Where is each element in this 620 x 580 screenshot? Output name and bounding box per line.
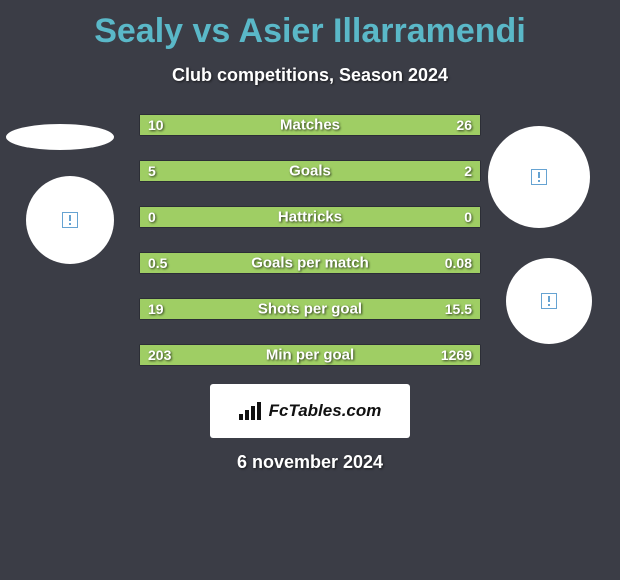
stat-label: Min per goal xyxy=(266,347,354,364)
placeholder-icon xyxy=(541,293,557,309)
stat-label: Hattricks xyxy=(278,209,342,226)
stat-val-right: 1269 xyxy=(441,347,472,363)
bars-icon xyxy=(239,402,263,420)
footer-date: 6 november 2024 xyxy=(0,452,620,473)
placeholder-icon xyxy=(62,212,78,228)
stat-bar-left xyxy=(140,161,371,181)
stat-val-right: 26 xyxy=(456,117,472,133)
stat-val-left: 19 xyxy=(148,301,164,317)
stat-val-right: 0.08 xyxy=(445,255,472,271)
player-left-avatar xyxy=(26,176,114,264)
stat-val-right: 2 xyxy=(464,163,472,179)
stat-val-left: 0.5 xyxy=(148,255,167,271)
page-title: Sealy vs Asier Illarramendi xyxy=(0,0,620,51)
stat-label: Matches xyxy=(280,117,340,134)
stat-row-mpg: 203 Min per goal 1269 xyxy=(139,344,481,366)
stat-row-hattricks: 0 Hattricks 0 xyxy=(139,206,481,228)
stat-row-gpm: 0.5 Goals per match 0.08 xyxy=(139,252,481,274)
stats-table: 10 Matches 26 5 Goals 2 0 Hattricks 0 0.… xyxy=(139,114,481,366)
stat-label: Shots per goal xyxy=(258,301,362,318)
stat-val-right: 0 xyxy=(464,209,472,225)
stat-val-right: 15.5 xyxy=(445,301,472,317)
stat-row-matches: 10 Matches 26 xyxy=(139,114,481,136)
page-subtitle: Club competitions, Season 2024 xyxy=(0,65,620,86)
placeholder-icon xyxy=(531,169,547,185)
stat-row-spg: 19 Shots per goal 15.5 xyxy=(139,298,481,320)
stat-row-goals: 5 Goals 2 xyxy=(139,160,481,182)
decor-ellipse xyxy=(6,124,114,150)
stat-val-left: 203 xyxy=(148,347,171,363)
player-right-avatar-1 xyxy=(488,126,590,228)
stat-bar-right xyxy=(235,115,480,135)
stat-label: Goals xyxy=(289,163,331,180)
stat-val-left: 10 xyxy=(148,117,164,133)
footer-brand-text: FcTables.com xyxy=(269,401,382,421)
player-right-avatar-2 xyxy=(506,258,592,344)
stat-label: Goals per match xyxy=(251,255,369,272)
stat-val-left: 0 xyxy=(148,209,156,225)
footer-brand-box: FcTables.com xyxy=(210,384,410,438)
stat-val-left: 5 xyxy=(148,163,156,179)
